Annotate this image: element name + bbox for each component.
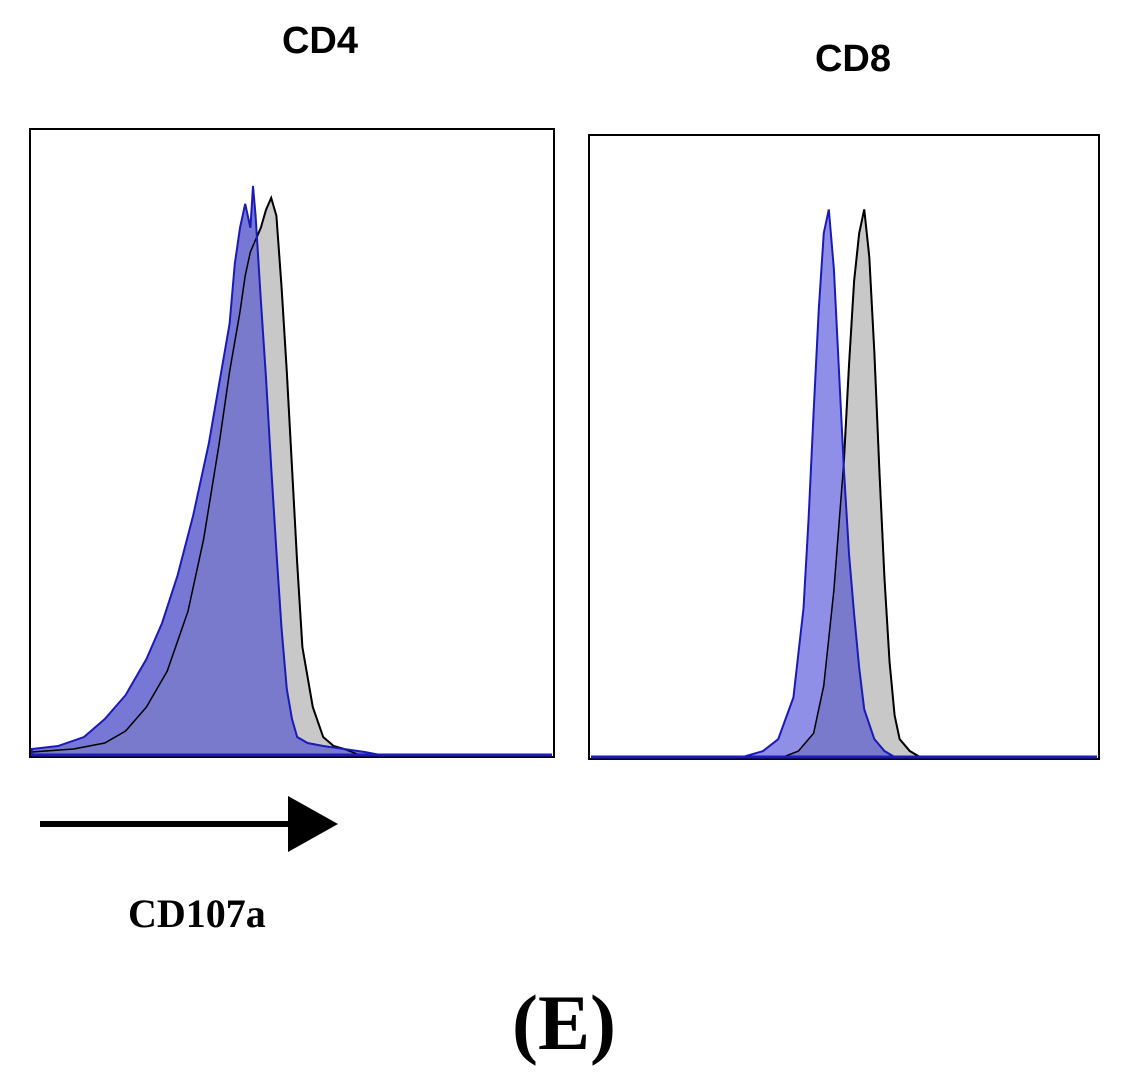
cd8-control-outline [591,209,1097,758]
cd4-sample-outline [31,185,552,756]
figure-label: (E) [512,979,616,1066]
histogram-cd8 [588,134,1100,760]
axis-arrow [40,796,338,852]
panel-title-cd8: CD8 [814,38,892,80]
x-axis-label: CD107a [128,891,266,936]
panel-title-cd4: CD4 [281,20,359,62]
cd8-sample-outline [591,209,1097,758]
cd4-control-outline [31,195,552,756]
histogram-cd4 [29,128,555,758]
axis-arrow-head [288,796,338,852]
